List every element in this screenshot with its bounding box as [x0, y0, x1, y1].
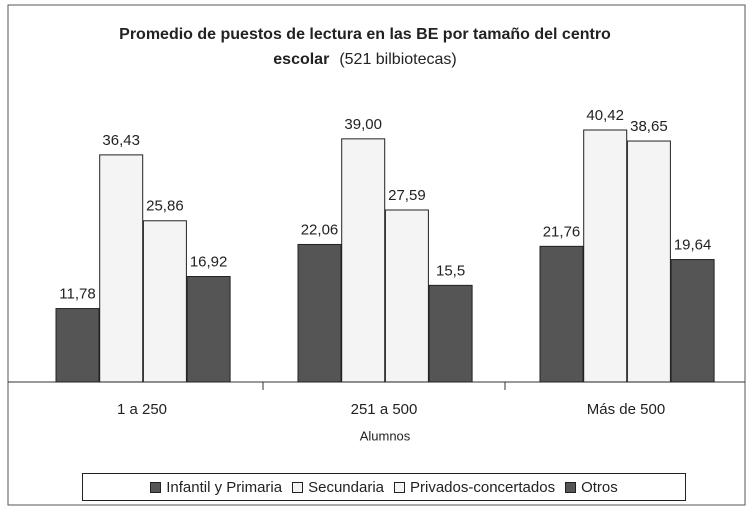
data-label: 15,5 — [436, 262, 465, 279]
bar — [539, 245, 584, 383]
legend-label: Infantil y Primaria — [166, 478, 283, 496]
data-label: 38,65 — [630, 118, 668, 135]
legend-swatch — [565, 481, 577, 493]
data-label: 36,43 — [102, 132, 140, 149]
legend-label: Otros — [581, 478, 618, 496]
bar — [297, 243, 342, 383]
data-label: 22,06 — [301, 221, 339, 238]
x-tick-label: Más de 500 — [587, 401, 665, 418]
legend-item: Infantil y Primaria — [150, 479, 282, 496]
bar — [583, 129, 628, 383]
x-axis-label: Alumnos — [360, 428, 411, 443]
data-label: 40,42 — [586, 107, 624, 124]
bar — [428, 284, 473, 383]
legend-swatch — [150, 481, 162, 493]
legend-swatch — [394, 481, 405, 493]
bar — [186, 276, 231, 383]
chart-title-box: Promedio de puestos de lectura en las BE… — [95, 22, 635, 72]
bar — [626, 140, 671, 383]
bar — [384, 209, 429, 383]
data-label: 16,92 — [190, 253, 228, 270]
data-label: 27,59 — [388, 187, 426, 204]
legend-item: Otros — [565, 479, 618, 496]
legend: Infantil y Primaria Secundaria Privados-co… — [82, 473, 686, 501]
x-tick-label: 1 a 250 — [117, 401, 167, 418]
chart-subtitle: (521 bilbiotecas) — [339, 51, 457, 68]
legend-item: Privados-concertados — [394, 479, 555, 496]
bar — [670, 259, 715, 383]
data-label: 39,00 — [344, 116, 382, 133]
bar — [55, 308, 100, 383]
x-tick-label: 251 a 500 — [351, 401, 418, 418]
legend-item: Secundaria — [292, 479, 384, 496]
bar — [341, 138, 386, 383]
legend-label: Privados-concertados — [410, 478, 556, 496]
data-label: 19,64 — [674, 237, 712, 254]
legend-swatch — [292, 481, 304, 493]
data-label: 25,86 — [146, 198, 184, 215]
data-label: 11,78 — [59, 286, 95, 303]
chart-title: Promedio de puestos de lectura en las BE… — [119, 26, 611, 68]
bar — [99, 154, 144, 383]
bar — [142, 220, 187, 383]
data-label: 21,76 — [543, 223, 581, 240]
legend-label: Secundaria — [308, 478, 384, 496]
